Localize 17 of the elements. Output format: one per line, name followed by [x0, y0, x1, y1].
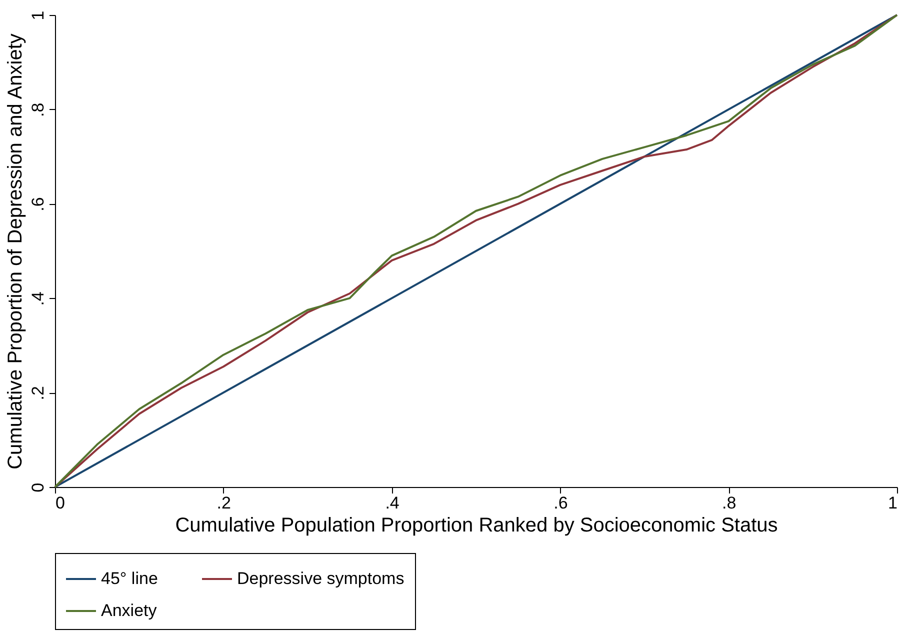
y-tick-label: .8 — [28, 102, 48, 117]
y-axis-title: Cumulative Proportion of Depression and Anxiety — [4, 34, 26, 470]
x-tick-label: 0 — [56, 494, 65, 512]
legend-label: Depressive symptoms — [237, 569, 404, 588]
y-tick-label: 0 — [28, 482, 48, 492]
x-tick-label: 1 — [888, 494, 898, 512]
legend-label: Anxiety — [101, 601, 158, 620]
x-tick-label: .8 — [722, 494, 736, 512]
x-tick-label: .2 — [216, 494, 231, 512]
x-tick-label: .6 — [554, 494, 568, 512]
y-tick-label: .4 — [28, 292, 48, 306]
x-axis-title: Cumulative Population Proportion Ranked by Socioeconomic Status — [175, 514, 778, 536]
legend-label: 45° line — [101, 569, 158, 588]
y-tick-label: .2 — [28, 386, 48, 400]
y-tick-label: .6 — [28, 197, 48, 212]
x-tick-label: .4 — [385, 494, 400, 512]
y-tick-label: 1 — [28, 10, 48, 20]
